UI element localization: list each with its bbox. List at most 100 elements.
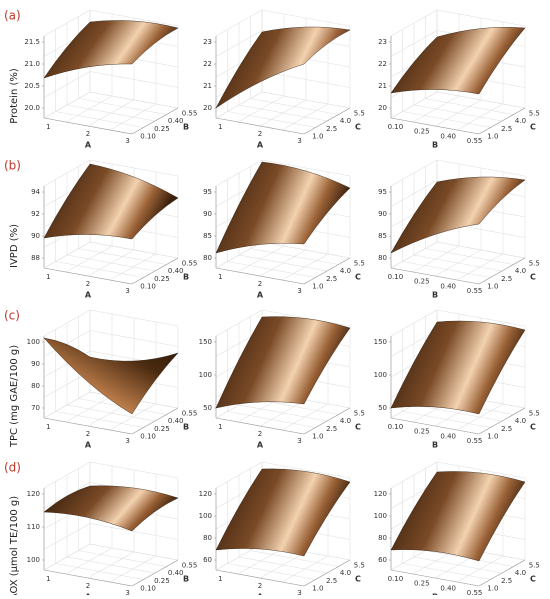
y-tick-label: 2.5 [501, 425, 512, 433]
z-tick-label: 95 [378, 188, 387, 196]
box-line [238, 254, 328, 272]
box-line [66, 104, 156, 122]
y-tick-label: 4.0 [515, 417, 526, 425]
y-tick-label: 4.0 [340, 117, 351, 125]
box-line [43, 482, 91, 509]
box-line [43, 569, 133, 587]
box-line [478, 559, 526, 587]
z-tick-label: 23 [203, 38, 212, 46]
y-tick-label: 1.0 [312, 585, 323, 593]
box-line [89, 159, 179, 177]
y-tick-label: 4.0 [340, 569, 351, 577]
box-line [43, 117, 133, 135]
y-tick-label: 1.0 [312, 133, 323, 141]
z-tick-label: 85 [203, 232, 212, 240]
x-tick-label: 0.55 [467, 137, 483, 145]
x-tick-label: 3 [125, 589, 129, 595]
box-line [456, 253, 504, 281]
z-tick-label: 90 [378, 210, 387, 218]
box-line [215, 30, 263, 57]
y-tick-label: 4.0 [515, 569, 526, 577]
z-tick-label: 20 [203, 104, 212, 112]
box-line [390, 267, 480, 285]
response-surface [43, 337, 179, 415]
y-tick-label: 4.0 [340, 417, 351, 425]
box-line [215, 569, 305, 587]
x-tick-label: 0.10 [388, 123, 404, 131]
z-tick-label: 100 [199, 371, 212, 379]
z-tick-label: 150 [199, 338, 212, 346]
box-line [390, 461, 438, 489]
z-tick-label: 100 [199, 512, 212, 520]
z-tick-label: 50 [378, 404, 387, 412]
x-tick-label: 2 [86, 582, 90, 590]
z-tick-label: 90 [31, 360, 40, 368]
response-surface [390, 27, 526, 95]
z-tick-label: 60 [378, 556, 387, 564]
y-tick-label: 5.5 [529, 259, 540, 267]
box-line [89, 309, 179, 327]
response-surface [390, 320, 526, 415]
x-tick-label: 3 [125, 287, 129, 295]
x-axis-label: A [85, 141, 92, 150]
row-label: (c) [4, 309, 20, 323]
y-tick-label: 0.10 [140, 433, 156, 441]
z-tick-label: 110 [27, 523, 40, 531]
z-tick-label: 150 [374, 338, 387, 346]
z-tick-label: 100 [374, 512, 387, 520]
x-tick-label: 0.10 [388, 423, 404, 431]
z-tick-label: 20 [378, 104, 387, 112]
z-tick-label: 85 [378, 232, 387, 240]
z-tick-label: 95 [203, 188, 212, 196]
box-line [78, 248, 167, 265]
box-line [89, 241, 179, 259]
y-tick-label: 1.0 [312, 283, 323, 291]
y-tick-label: 0.40 [168, 267, 184, 275]
box-line [478, 257, 526, 285]
z-tick-label: 100 [27, 556, 40, 564]
box-line [109, 555, 157, 583]
x-tick-label: 0.25 [414, 428, 430, 436]
row-y-label: IVPD (%) [9, 224, 20, 268]
y-axis-label: B [183, 273, 189, 282]
y-tick-label: 1.0 [487, 585, 498, 593]
box-line [303, 407, 351, 435]
x-tick-label: 1 [218, 273, 222, 281]
x-tick-label: 2 [258, 130, 262, 138]
z-tick-label: 120 [374, 490, 387, 498]
y-tick-label: 1.0 [487, 433, 498, 441]
response-surface [43, 20, 179, 79]
box-line [261, 9, 351, 27]
box-line [109, 253, 157, 281]
z-tick-label: 60 [203, 556, 212, 564]
box-line [478, 407, 526, 435]
row-y-label: Protein (%) [9, 68, 20, 124]
z-tick-label: 92 [31, 210, 40, 218]
x-axis-label: A [257, 291, 264, 300]
y-axis-label: C [355, 273, 361, 282]
box-line [436, 461, 526, 479]
box-line [390, 309, 438, 337]
x-tick-label: 0.55 [467, 287, 483, 295]
response-surface [215, 316, 351, 409]
x-tick-label: 0.25 [414, 128, 430, 136]
z-tick-label: 80 [378, 254, 387, 262]
box-line [109, 403, 157, 431]
y-tick-label: 0.25 [154, 125, 170, 133]
y-tick-label: 0.40 [168, 117, 184, 125]
row-label: (b) [4, 159, 21, 173]
x-tick-label: 1 [46, 423, 50, 431]
y-tick-label: 1.0 [487, 133, 498, 141]
box-line [215, 9, 263, 37]
box-line [43, 9, 91, 37]
x-tick-label: 3 [125, 137, 129, 145]
y-tick-label: 5.5 [354, 109, 365, 117]
z-tick-label: 80 [31, 382, 40, 390]
box-line [89, 543, 179, 561]
y-tick-label: 5.5 [529, 109, 540, 117]
y-tick-label: 2.5 [501, 125, 512, 133]
x-axis-label: A [85, 441, 92, 450]
box-line [215, 117, 305, 135]
response-surface [215, 468, 351, 557]
